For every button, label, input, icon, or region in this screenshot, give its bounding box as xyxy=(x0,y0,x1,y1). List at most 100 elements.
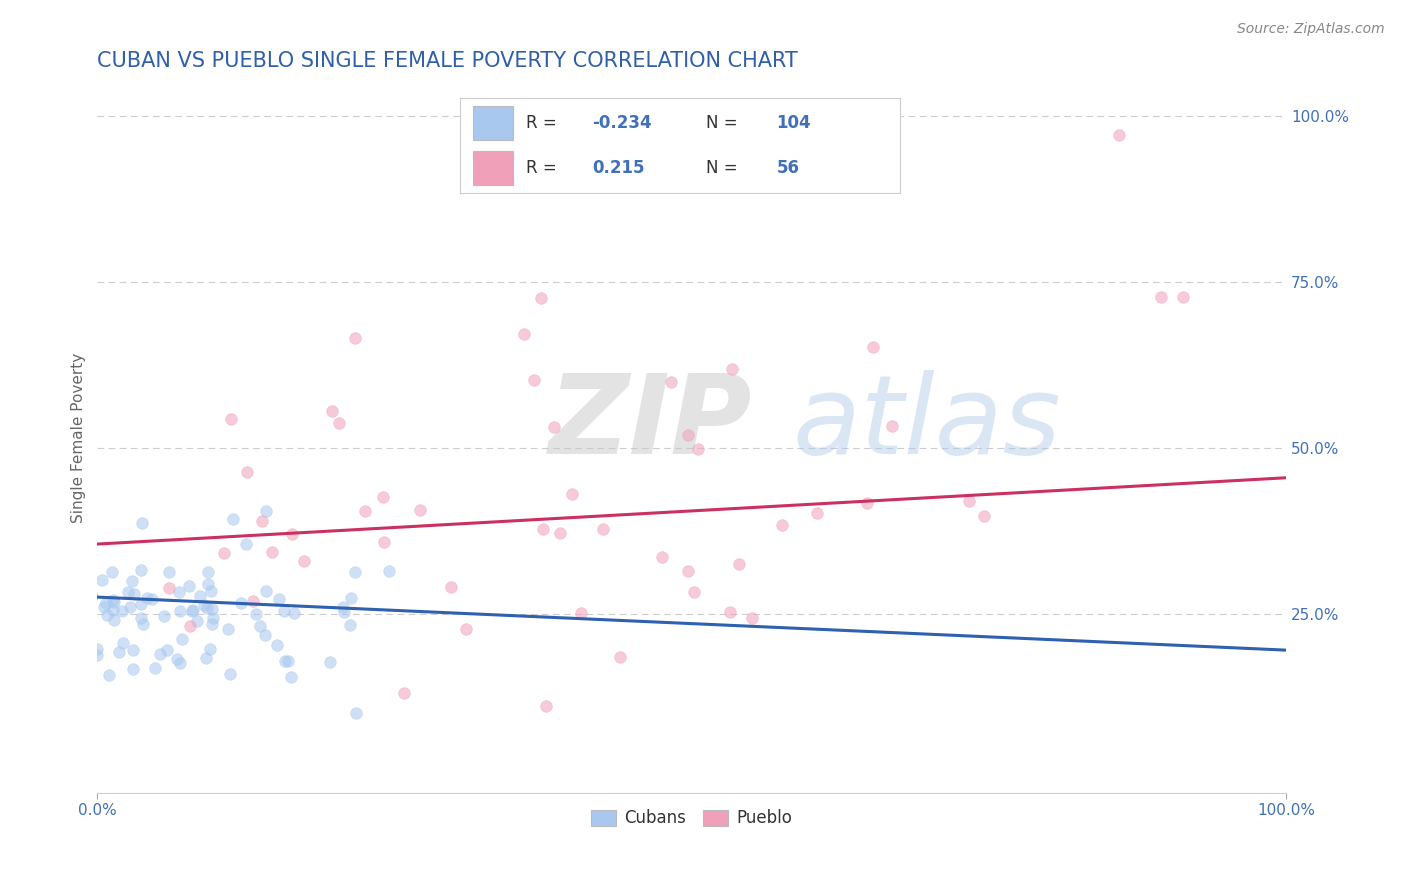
Point xyxy=(96,607,118,622)
Point xyxy=(242,594,264,608)
Point xyxy=(277,654,299,668)
Point xyxy=(254,584,277,599)
Point xyxy=(561,487,583,501)
Point xyxy=(332,600,354,615)
Point xyxy=(200,583,222,598)
Point xyxy=(721,361,744,376)
Point xyxy=(343,565,366,579)
Point xyxy=(186,614,208,628)
Point xyxy=(344,706,367,721)
Point xyxy=(75,664,97,678)
Point xyxy=(222,512,245,526)
Point xyxy=(569,606,592,620)
Point xyxy=(75,566,97,581)
Point xyxy=(550,526,572,541)
Point xyxy=(1171,290,1194,304)
Point xyxy=(103,595,125,609)
Point xyxy=(328,416,350,430)
Point xyxy=(741,611,763,625)
Point xyxy=(957,494,980,508)
Point xyxy=(86,642,108,657)
Point xyxy=(254,628,277,642)
Point xyxy=(75,613,97,627)
Point xyxy=(75,595,97,609)
Point xyxy=(75,545,97,559)
Point xyxy=(534,699,557,714)
Point xyxy=(169,604,191,618)
Point xyxy=(882,419,904,434)
Point xyxy=(75,573,97,587)
Point xyxy=(682,585,704,599)
Point xyxy=(378,564,401,578)
Point xyxy=(75,475,97,490)
Text: ZIP: ZIP xyxy=(548,370,752,477)
Point xyxy=(770,518,793,533)
Point xyxy=(100,565,122,579)
Point xyxy=(75,657,97,671)
Point xyxy=(75,653,97,667)
Legend: Cubans, Pueblo: Cubans, Pueblo xyxy=(585,803,799,834)
Point xyxy=(141,591,163,606)
Point xyxy=(197,565,219,579)
Point xyxy=(592,522,614,536)
Point xyxy=(409,503,432,517)
Point xyxy=(319,655,342,669)
Point xyxy=(201,616,224,631)
Point xyxy=(198,642,221,657)
Point xyxy=(321,404,343,418)
Point xyxy=(75,643,97,657)
Point xyxy=(135,591,157,605)
Point xyxy=(118,600,141,615)
Point xyxy=(218,667,240,681)
Point xyxy=(111,604,134,618)
Point xyxy=(122,643,145,657)
Point xyxy=(98,668,121,682)
Point xyxy=(129,564,152,578)
Point xyxy=(75,591,97,605)
Point xyxy=(75,545,97,559)
Point xyxy=(353,504,375,518)
Point xyxy=(75,542,97,557)
Text: CUBAN VS PUEBLO SINGLE FEMALE POVERTY CORRELATION CHART: CUBAN VS PUEBLO SINGLE FEMALE POVERTY CO… xyxy=(97,51,799,70)
Point xyxy=(167,584,190,599)
Point xyxy=(280,527,302,541)
Point xyxy=(131,516,153,530)
Point xyxy=(202,611,225,625)
Point xyxy=(121,574,143,588)
Point xyxy=(93,600,115,615)
Point xyxy=(111,636,134,650)
Point xyxy=(75,637,97,651)
Point xyxy=(273,604,295,618)
Point xyxy=(143,660,166,674)
Point xyxy=(75,582,97,597)
Point xyxy=(75,755,97,769)
Point xyxy=(344,331,367,345)
Point xyxy=(862,340,884,354)
Text: Source: ZipAtlas.com: Source: ZipAtlas.com xyxy=(1237,22,1385,37)
Point xyxy=(333,605,356,619)
Point xyxy=(122,662,145,676)
Point xyxy=(339,618,361,632)
Point xyxy=(676,427,699,442)
Point xyxy=(101,603,124,617)
Point xyxy=(651,550,673,565)
Point xyxy=(1150,290,1173,304)
Y-axis label: Single Female Poverty: Single Female Poverty xyxy=(72,353,86,523)
Point xyxy=(235,537,257,551)
Point xyxy=(166,652,188,666)
Point xyxy=(273,654,295,668)
Point xyxy=(157,581,180,595)
Point xyxy=(122,587,145,601)
Point xyxy=(373,534,395,549)
Point xyxy=(75,565,97,579)
Point xyxy=(77,524,100,539)
Point xyxy=(75,535,97,549)
Point xyxy=(75,518,97,533)
Point xyxy=(197,577,219,591)
Point xyxy=(727,557,749,571)
Point xyxy=(454,622,477,636)
Point xyxy=(75,580,97,594)
Point xyxy=(75,570,97,584)
Point xyxy=(280,670,302,684)
Point xyxy=(188,589,211,603)
